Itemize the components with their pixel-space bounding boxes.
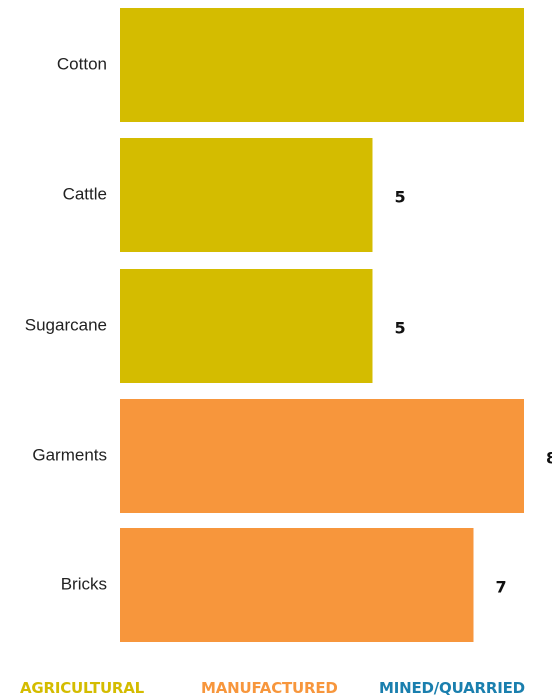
legend-item-manufactured: MANUFACTURED	[201, 679, 338, 697]
category-label-cotton: Cotton	[57, 54, 107, 73]
value-label-garments: 8	[546, 449, 552, 468]
category-labels-group: Cotton Cattle Sugarcane Garments Bricks	[25, 54, 107, 593]
category-label-bricks: Bricks	[61, 574, 107, 593]
category-label-sugarcane: Sugarcane	[25, 315, 107, 334]
value-label-sugarcane: 5	[395, 319, 406, 338]
bar-sugarcane	[120, 269, 373, 383]
value-label-bricks: 7	[496, 578, 507, 597]
bar-bricks	[120, 528, 474, 642]
legend-item-mined-quarried: MINED/QUARRIED	[379, 679, 525, 697]
category-label-cattle: Cattle	[63, 184, 107, 203]
legend: AGRICULTURAL MANUFACTURED MINED/QUARRIED	[0, 676, 552, 696]
bars-group	[120, 8, 524, 642]
bar-cotton	[120, 8, 524, 122]
bar-garments	[120, 399, 524, 513]
legend-item-agricultural: AGRICULTURAL	[20, 679, 144, 697]
category-label-garments: Garments	[32, 445, 107, 464]
bar-cattle	[120, 138, 373, 252]
value-label-cattle: 5	[395, 188, 406, 207]
